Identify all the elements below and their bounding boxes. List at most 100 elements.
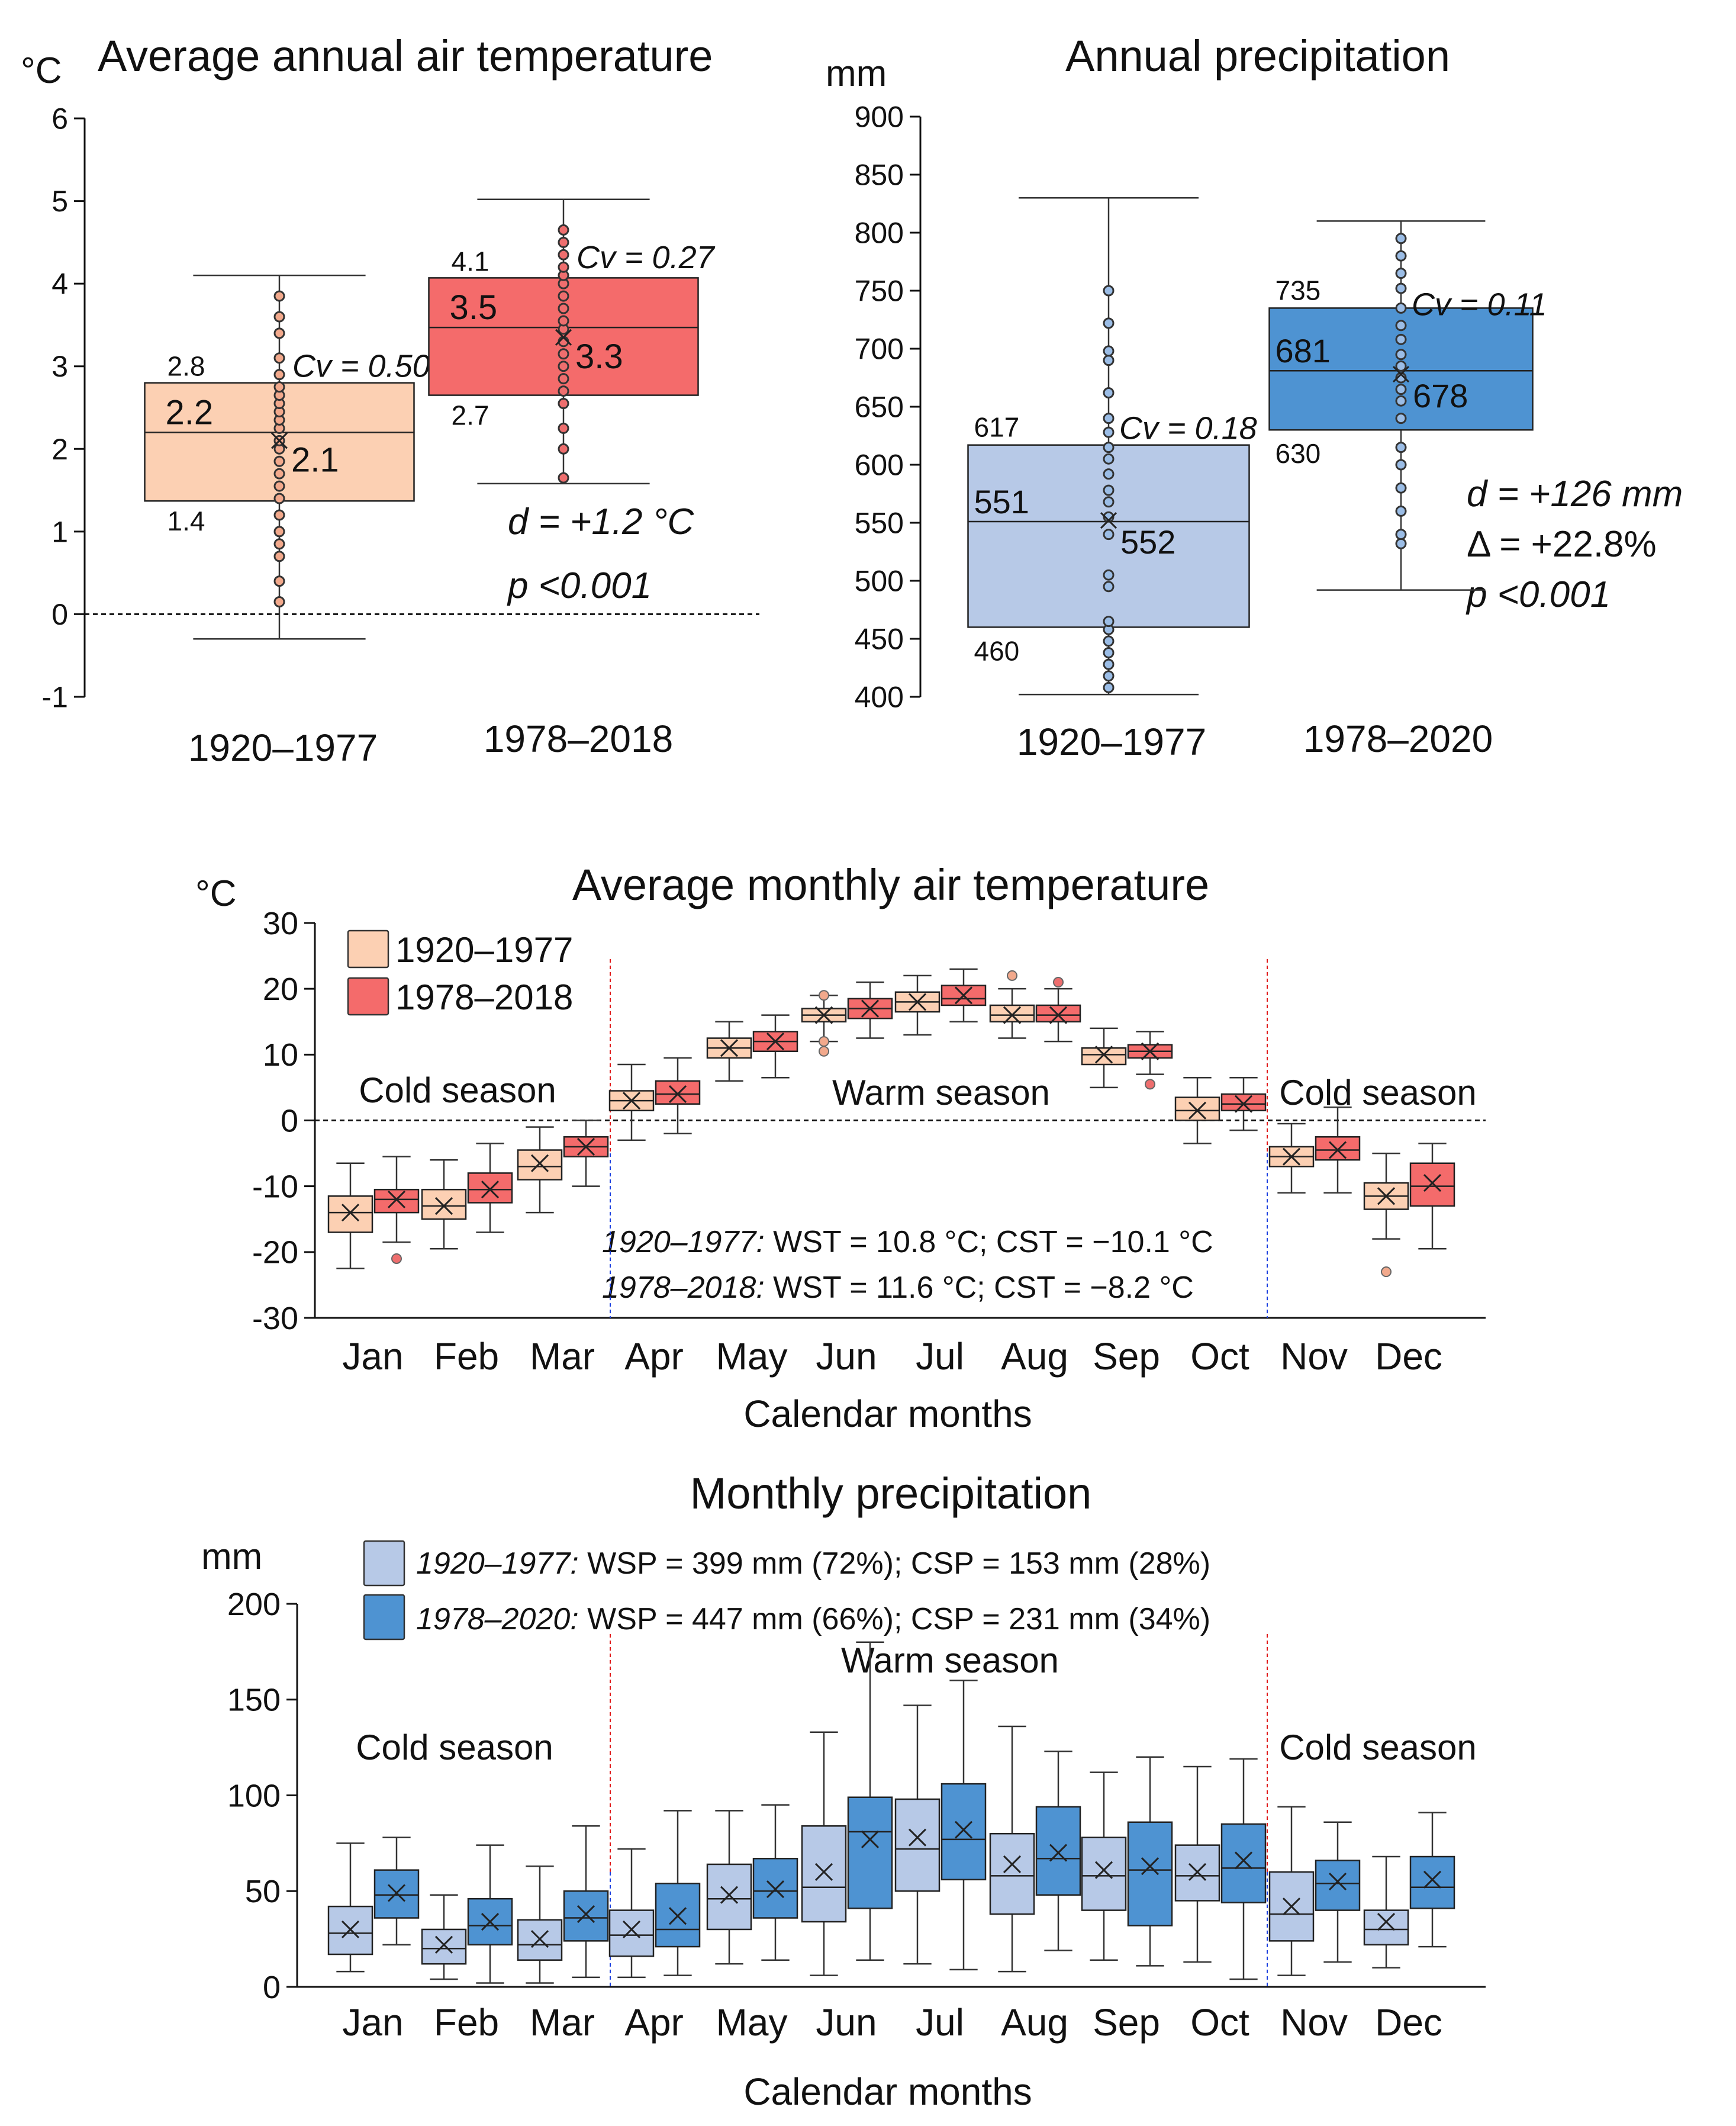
monthly-temp-jan-late-box [373,1188,420,1214]
monthly-temp-y-tick-label: 10 [263,1037,298,1073]
monthly-temp-oct-late-mean-marker [1234,1095,1253,1113]
annual-prec-early-data-point [1103,658,1115,670]
annual-prec-stat-d: d = +126 mm [1467,474,1683,514]
annual-prec-early-data-point [1103,468,1115,480]
monthly-prec-jul-late-box [941,1783,987,1881]
annual-temp-early-data-point [273,526,285,538]
annual-temp-late-q3-label: 4.1 [452,246,489,276]
monthly-prec-x-tick-label: Jan [342,2001,403,2044]
annual-prec-y-tick-label: 400 [855,681,904,714]
monthly-temp-title: Average monthly air temperature [572,860,1209,909]
monthly-temp-aug-early-outlier [1007,970,1017,981]
monthly-temp-sep-late-outlier [1145,1079,1155,1090]
monthly-prec-legend-1-period: 1920–1977: [416,1546,579,1581]
monthly-temp-jan-late-outlier [391,1253,402,1264]
annual-prec-late-cv-label: Cv = 0.11 [1412,287,1547,322]
monthly-prec-may-early-mean-marker [720,1886,739,1904]
annual-temp-late-mean-label: 3.3 [575,337,623,376]
monthly-prec-y-tick-label: 100 [227,1778,281,1813]
annual-prec-early-data-point [1103,453,1115,465]
monthly-prec-legend-swatch-late [363,1594,405,1641]
monthly-prec-feb-early-box [421,1928,467,1965]
monthly-temp-may-early-mean-marker [720,1039,739,1057]
monthly-temp-nov-late-box [1315,1136,1361,1161]
annual-temp-late-data-point [558,303,569,314]
annual-prec-early-data-point [1103,635,1115,647]
annual-temp-early-data-point [273,290,285,302]
annual-prec-early-data-point [1103,569,1115,581]
monthly-temp-xlabel: Calendar months [743,1392,1032,1435]
monthly-prec-dec-early-box [1363,1909,1409,1946]
monthly-prec-feb-early-mean-marker [434,1935,453,1954]
monthly-temp-legend-swatch-early [347,929,389,969]
monthly-prec-aug-late-box [1035,1806,1081,1896]
annual-prec-early-data-point [1103,285,1115,297]
annual-prec-early-data-point [1103,387,1115,398]
monthly-prec-sep-late-box [1127,1821,1173,1926]
monthly-temp-oct-early-mean-marker [1188,1101,1207,1120]
monthly-temp-aug-early-mean-marker [1003,1006,1022,1024]
annual-prec-early-data-point [1103,670,1115,682]
monthly-temp-apr-late-box [655,1080,701,1105]
monthly-temp-x-tick-label: Dec [1375,1335,1442,1378]
monthly-temp-cold-season-right: Cold season [1279,1073,1477,1112]
monthly-prec-jan-late-mean-marker [387,1884,406,1902]
monthly-temp-jun-early-mean-marker [814,1006,833,1024]
annual-prec-late-data-point [1395,384,1407,395]
annual-prec-late-data-point [1395,505,1407,517]
annual-temp-early-cv-label: Cv = 0.50 [292,349,430,384]
annual-temp-late-data-point [558,422,569,434]
annual-prec-early-median-label: 551 [974,483,1029,520]
monthly-temp-sep-late-mean-marker [1141,1042,1160,1060]
annual-temp-late-data-point [558,315,569,327]
monthly-temp-oct-late-box [1220,1093,1267,1112]
annual-prec-early-mean-marker [1100,512,1117,529]
monthly-prec-y-tick-label: 50 [245,1874,281,1909]
annual-prec-late-data-point [1395,395,1407,407]
annual-prec-late-data-point [1395,482,1407,494]
monthly-temp-jun-late-mean-marker [861,999,880,1018]
annual-temp-late-data-point [558,236,569,248]
annual-temp-y-tick-label: 0 [51,598,68,631]
monthly-temp-feb-early-mean-marker [434,1197,453,1215]
monthly-temp-x-tick-label: May [716,1335,788,1378]
annual-temp-late-mean-marker [555,329,572,346]
monthly-prec-apr-late-mean-marker [668,1907,687,1925]
monthly-temp-dec-early-outlier [1381,1266,1392,1278]
annual-temp-y-tick-label: -1 [42,681,68,714]
monthly-temp-cold-season-left: Cold season [359,1070,556,1110]
monthly-prec-legend-2-period: 1978–2020: [416,1602,579,1636]
annual-temp-early-data-point [273,311,285,323]
monthly-prec-dec-late-box [1409,1855,1455,1909]
monthly-prec-jan-early-mean-marker [341,1920,360,1939]
monthly-prec-x-tick-label: Mar [530,2001,595,2044]
annual-temp-late-data-point [558,398,569,410]
annual-temp-early-data-point [273,575,285,587]
annual-prec-late-mean-marker [1392,366,1410,383]
monthly-prec-sep-early-mean-marker [1094,1861,1113,1879]
monthly-prec-x-tick-label: Dec [1375,2001,1442,2044]
annual-temp-early-data-point [273,596,285,607]
monthly-prec-oct-late-mean-marker [1234,1851,1253,1870]
annual-temp-late-q1-label: 2.7 [452,400,489,431]
annual-prec-late-data-point [1395,333,1407,345]
annual-temp-y-tick-label: 6 [51,102,68,136]
monthly-prec-apr-early-mean-marker [622,1920,641,1939]
annual-temp-late-data-point [558,443,569,455]
annual-prec-title: Annual precipitation [1065,31,1450,81]
monthly-temp-legend-label-early: 1920–1977 [395,930,573,970]
annual-temp-early-data-point [273,381,285,393]
annual-prec-early-data-point [1103,355,1115,366]
annual-prec-early-data-point [1103,442,1115,453]
annual-prec-late-data-point [1395,459,1407,471]
annual-prec-late-data-point [1395,250,1407,262]
monthly-temp-x-tick-label: Oct [1190,1335,1249,1378]
monthly-temp-note-1-period: 1920–1977: [602,1225,765,1259]
annual-prec-late-data-point [1395,320,1407,332]
annual-prec-early-data-point [1103,529,1115,541]
monthly-temp-x-tick-label: Nov [1280,1335,1348,1378]
monthly-prec-dec-late-mean-marker [1423,1870,1442,1889]
annual-temp-late-median-label: 3.5 [450,288,498,327]
monthly-prec-x-tick-label: Nov [1280,2001,1348,2044]
monthly-prec-x-tick-label: May [716,2001,788,2044]
